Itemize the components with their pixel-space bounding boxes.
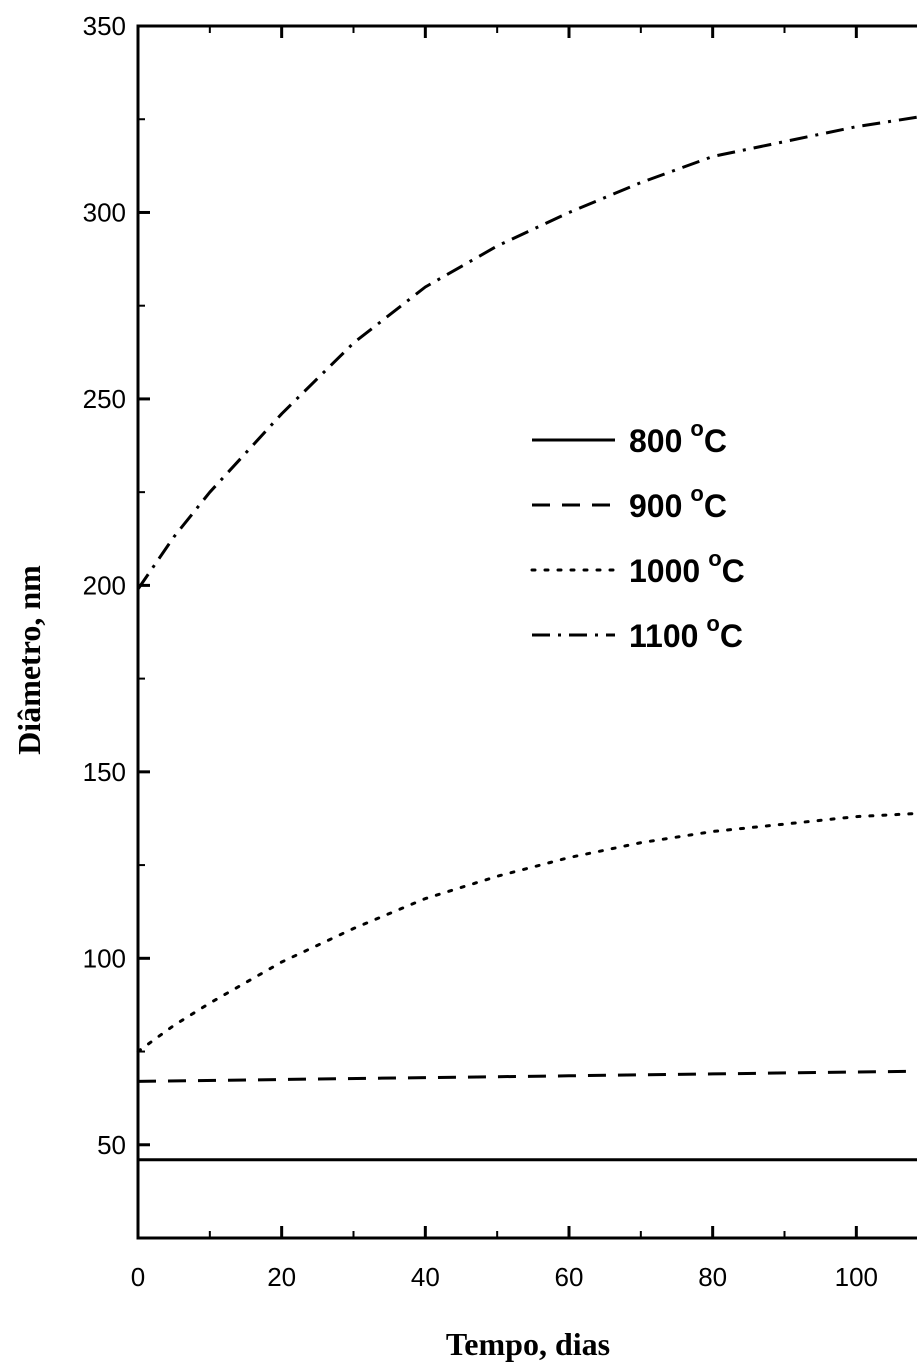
series-lines	[136, 115, 917, 1162]
x-axis-title: Tempo, dias	[446, 1326, 610, 1362]
x-tick-label: 40	[411, 1262, 440, 1292]
y-tick-label: 300	[83, 197, 126, 227]
x-tick-label: 100	[835, 1262, 878, 1292]
y-tick-label: 200	[83, 570, 126, 600]
x-tick-label: 20	[267, 1262, 296, 1292]
degree-symbol: o	[706, 611, 719, 636]
legend-series-name: 800	[629, 423, 682, 459]
y-tick-label: 350	[83, 11, 126, 41]
x-tick-label: 60	[555, 1262, 584, 1292]
legend-label: 1100 oC	[629, 611, 743, 654]
legend-unit: C	[722, 553, 745, 589]
y-tick-label: 250	[83, 384, 126, 414]
y-tick-label: 100	[83, 943, 126, 973]
series-line-1000	[136, 811, 917, 1053]
degree-symbol: o	[690, 416, 703, 441]
y-tick-label: 50	[97, 1130, 126, 1160]
series-line-1100	[136, 115, 917, 590]
x-tick-label: 80	[698, 1262, 727, 1292]
legend-unit: C	[704, 488, 727, 524]
legend-label: 900 oC	[629, 481, 727, 524]
x-axis-ticks: 0 20 40 60 80 100	[131, 26, 878, 1292]
legend-series-name: 1000	[629, 553, 700, 589]
legend-unit: C	[704, 423, 727, 459]
y-axis-title: Diâmetro, nm	[11, 565, 47, 755]
series-line-900	[137, 1069, 917, 1083]
x-tick-label: 0	[131, 1262, 145, 1292]
degree-symbol: o	[708, 546, 721, 571]
plot-frame	[136, 24, 917, 1240]
legend-series-name: 1100	[629, 618, 698, 654]
y-axis-ticks: 50 100 150 200 250 300 350	[83, 11, 150, 1160]
legend-unit: C	[720, 618, 743, 654]
legend-series-name: 900	[629, 488, 682, 524]
legend-label: 800 oC	[629, 416, 727, 459]
legend-label: 1000 oC	[629, 546, 745, 589]
degree-symbol: o	[690, 481, 703, 506]
y-tick-label: 150	[83, 757, 126, 787]
